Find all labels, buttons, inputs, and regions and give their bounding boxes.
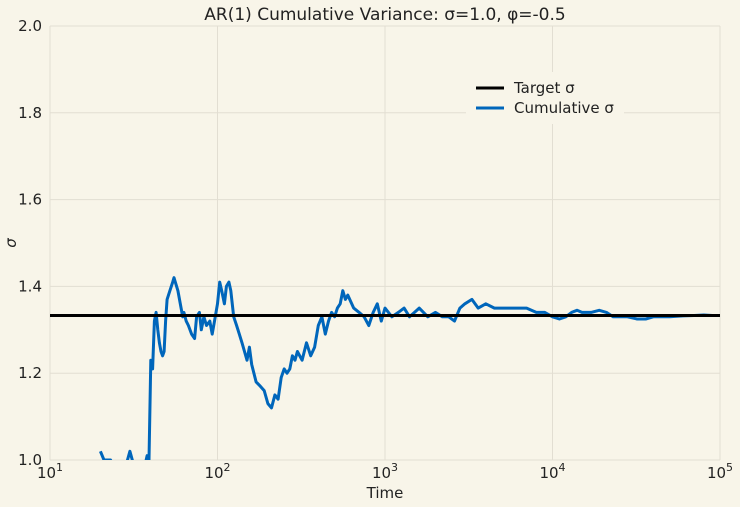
x-tick-label: 101 bbox=[37, 461, 63, 482]
x-tick-label: 102 bbox=[204, 461, 230, 482]
y-axis-label: σ bbox=[2, 238, 20, 248]
y-tick-label: 1.8 bbox=[18, 104, 42, 122]
cumulative-sigma-line bbox=[99, 276, 720, 460]
legend-cumulative-label: Cumulative σ bbox=[514, 99, 614, 117]
y-tick-label: 1.2 bbox=[18, 364, 42, 382]
x-tick-label: 105 bbox=[707, 461, 733, 482]
x-tick-labels: 101 102 103 104 105 bbox=[37, 461, 733, 482]
y-tick-label: 1.4 bbox=[18, 277, 42, 295]
legend-target-label: Target σ bbox=[513, 79, 575, 97]
x-tick-label: 104 bbox=[539, 461, 565, 482]
y-tick-label: 1.6 bbox=[18, 191, 42, 209]
x-axis-label: Time bbox=[366, 484, 404, 502]
legend: Target σ Cumulative σ bbox=[466, 72, 624, 124]
y-tick-label: 1.0 bbox=[18, 451, 42, 469]
series-layer bbox=[50, 276, 720, 460]
chart-title: AR(1) Cumulative Variance: σ=1.0, φ=-0.5 bbox=[204, 5, 565, 25]
legend-box bbox=[466, 72, 624, 124]
y-tick-label: 2.0 bbox=[18, 17, 42, 35]
x-tick-label: 103 bbox=[372, 461, 398, 482]
grid bbox=[49, 25, 721, 461]
y-tick-labels: 1.0 1.2 1.4 1.6 1.8 2.0 bbox=[18, 17, 42, 469]
